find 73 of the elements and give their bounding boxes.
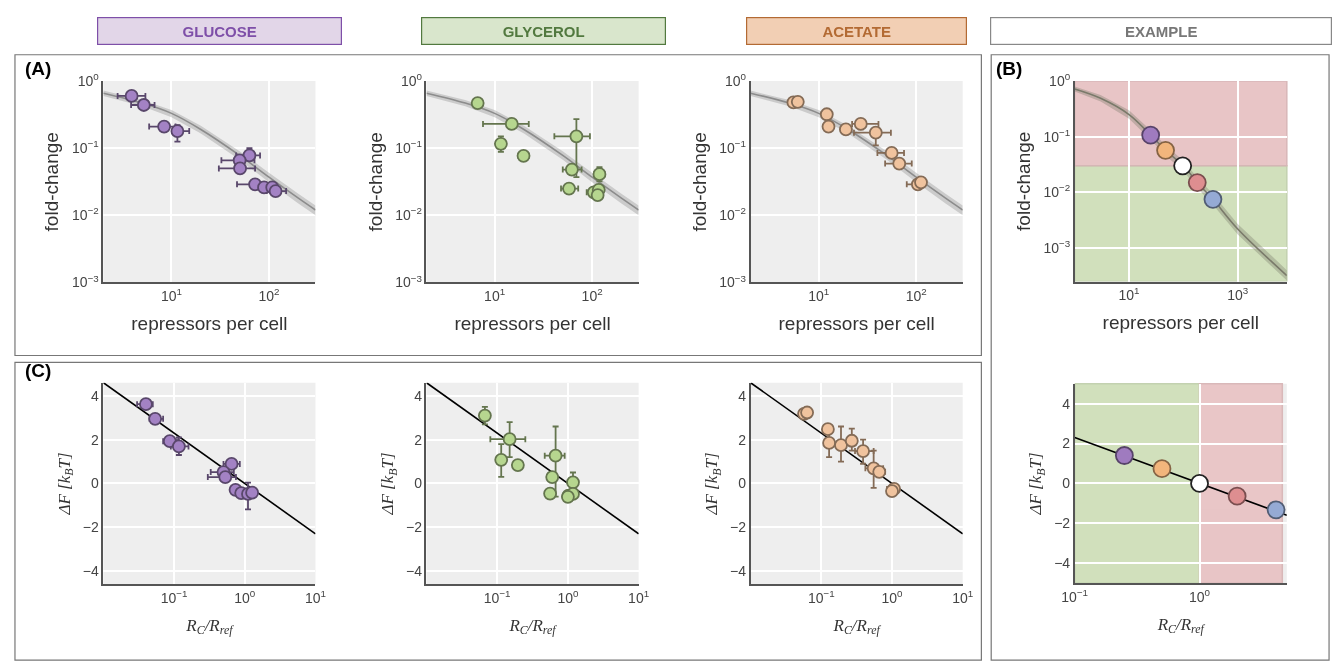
y-tick-label: 10$^{−3}$ <box>72 272 100 291</box>
y-tick-label: 2 <box>1062 435 1071 452</box>
y-tick-label: 10$^{−3}$ <box>719 272 747 291</box>
x-tick-label: 10$^{0}$ <box>881 587 904 606</box>
x-tick-label: 10$^{0}$ <box>234 587 256 606</box>
text: (C) <box>25 360 52 381</box>
y-tick-label: 10$^{−3}$ <box>1043 238 1071 256</box>
y-tick-label: 10$^{0}$ <box>725 71 747 89</box>
x-tick-label: 10$^{2}$ <box>581 286 603 305</box>
chart-title: ACETATE <box>822 22 891 40</box>
y-tick-label: 10$^{−2}$ <box>72 205 99 224</box>
x-tick-label: 10$^{1}$ <box>484 286 506 305</box>
x-tick-label: 10$^{0}$ <box>1189 586 1211 605</box>
y-tick-label: −2 <box>730 519 747 536</box>
y-axis-title: fold-change <box>41 132 63 232</box>
y-tick-label: 10$^{−2}$ <box>395 205 422 224</box>
x-tick-label: 10$^{1}$ <box>952 587 974 606</box>
y-tick-label: 10$^{−3}$ <box>395 272 423 291</box>
y-tick-label: 4 <box>414 387 423 404</box>
y-tick-label: 10$^{−2}$ <box>1043 182 1071 201</box>
y-tick-label: 10$^{−1}$ <box>719 138 747 157</box>
x-tick-label: 10$^{−1}$ <box>807 587 835 606</box>
y-tick-label: −2 <box>1054 515 1071 532</box>
x-axis-title: R$_{C}$/R$_{ref}$ <box>832 615 882 638</box>
y-tick-label: 0 <box>738 475 747 492</box>
x-tick-label: 10$^{1}$ <box>160 286 183 305</box>
y-tick-label: 10$^{−1}$ <box>72 138 99 157</box>
y-tick-label: 4 <box>1062 395 1071 412</box>
chart-title: GLUCOSE <box>182 22 257 40</box>
y-tick-label: 0 <box>414 475 423 492</box>
y-tick-label: 0 <box>1062 475 1071 492</box>
y-tick-label: 10$^{0}$ <box>77 71 100 89</box>
y-axis-title: fold-change <box>1012 131 1034 231</box>
y-axis-title: fold-change <box>688 132 710 232</box>
y-tick-label: −2 <box>405 519 423 536</box>
x-tick-label: 10$^{3}$ <box>1227 285 1249 304</box>
text: (B) <box>996 58 1023 79</box>
y-tick-label: 10$^{−1}$ <box>395 138 422 157</box>
x-axis-title: R$_{C}$/R$_{ref}$ <box>1156 614 1206 637</box>
y-tick-label: −2 <box>82 519 100 536</box>
x-tick-label: 10$^{1}$ <box>808 286 830 305</box>
x-tick-label: 10$^{1}$ <box>1118 285 1140 304</box>
x-tick-label: 10$^{2}$ <box>258 286 280 305</box>
chart-title: GLYCEROL <box>502 22 585 40</box>
y-tick-label: 4 <box>91 387 100 404</box>
y-tick-label: 4 <box>738 387 747 404</box>
x-tick-label: 10$^{1}$ <box>304 587 327 606</box>
y-axis-title: fold-change <box>364 132 386 232</box>
x-tick-label: 10$^{−1}$ <box>483 587 511 606</box>
x-axis-title: R$_{C}$/R$_{ref}$ <box>185 615 235 638</box>
y-tick-label: 10$^{−1}$ <box>1043 126 1071 145</box>
y-tick-label: 0 <box>91 475 100 492</box>
y-tick-label: −4 <box>405 562 423 579</box>
y-tick-label: −4 <box>1054 555 1071 572</box>
x-tick-label: 10$^{1}$ <box>628 587 650 606</box>
y-tick-label: −4 <box>730 562 747 579</box>
y-tick-label: 10$^{0}$ <box>1049 71 1071 89</box>
y-tick-label: −4 <box>82 562 100 579</box>
x-axis-title: repressors per cell <box>778 313 935 335</box>
y-tick-label: 10$^{0}$ <box>400 71 423 89</box>
x-tick-label: 10$^{−1}$ <box>160 587 188 606</box>
x-axis-title: repressors per cell <box>131 313 288 335</box>
y-tick-label: 2 <box>91 431 100 448</box>
y-tick-label: 2 <box>414 431 423 448</box>
chart-title: EXAMPLE <box>1124 22 1198 40</box>
x-axis-title: R$_{C}$/R$_{ref}$ <box>508 615 558 638</box>
text: (A) <box>25 58 52 79</box>
x-axis-title: repressors per cell <box>454 313 611 335</box>
x-tick-label: 10$^{2}$ <box>905 286 927 305</box>
x-axis-title: repressors per cell <box>1102 312 1259 334</box>
y-tick-label: 2 <box>738 431 747 448</box>
y-tick-label: 10$^{−2}$ <box>719 205 747 224</box>
x-tick-label: 10$^{0}$ <box>557 587 579 606</box>
